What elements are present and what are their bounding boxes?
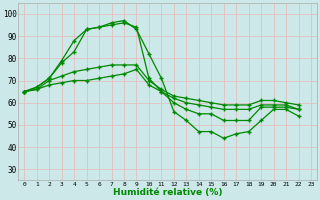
X-axis label: Humidité relative (%): Humidité relative (%) <box>113 188 222 197</box>
